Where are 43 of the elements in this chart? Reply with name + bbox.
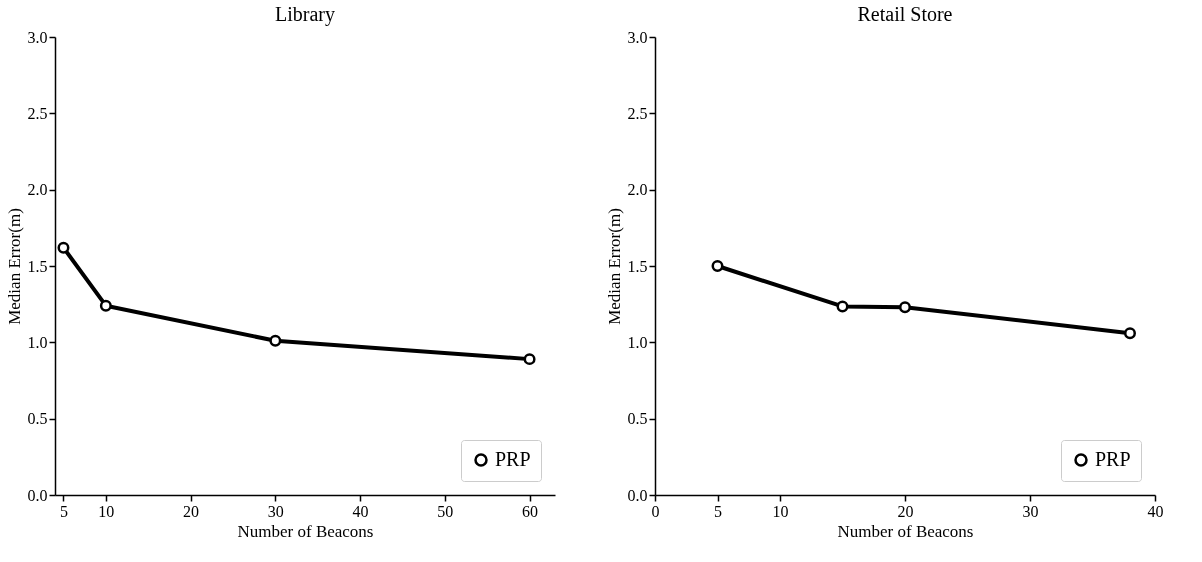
x-tick-label: 40	[352, 502, 369, 520]
point	[269, 334, 282, 347]
point	[711, 260, 724, 272]
y-tick-label: 1.0	[627, 333, 648, 351]
x-tick-label: 60	[522, 502, 539, 520]
chart-title: Library	[275, 3, 335, 26]
y-tick-label: 1.5	[627, 257, 648, 275]
point	[899, 301, 911, 314]
y-axis-title: Median Error(m)	[604, 208, 624, 325]
x-tick-label: 5	[59, 502, 68, 520]
x-axis-title: Number of Beacons	[837, 521, 974, 541]
y-tick-label: 1.5	[27, 257, 48, 275]
x-axis-title: Number of Beacons	[237, 521, 374, 541]
y-tick-label: 2.5	[627, 104, 648, 122]
legend-label: PRP	[1095, 448, 1131, 470]
x-tick-label: 40	[1147, 502, 1164, 520]
point	[1124, 327, 1136, 340]
x-tick-label: 20	[183, 502, 200, 520]
x-tick-label: 30	[267, 502, 284, 520]
legend-label: PRP	[495, 448, 531, 470]
x-tick-label: 20	[897, 502, 914, 520]
x-tick-label: 5	[714, 502, 722, 520]
y-tick-label: 2.0	[627, 181, 648, 199]
y-tick-label: 0.5	[27, 410, 48, 428]
x-tick-label: 10	[772, 502, 789, 520]
y-tick-label: 3.0	[27, 28, 48, 46]
x-tick-label: 50	[437, 502, 454, 520]
point	[57, 241, 70, 254]
y-tick-label: 0.0	[627, 486, 648, 504]
chart-title: Retail Store	[857, 3, 953, 25]
y-tick-label: 0.5	[627, 410, 648, 428]
y-tick-label: 1.0	[27, 333, 48, 351]
y-tick-label: 0.0	[27, 486, 48, 504]
y-tick-label: 2.5	[27, 104, 48, 122]
point	[523, 353, 536, 366]
point	[836, 300, 849, 313]
point	[99, 299, 112, 312]
x-tick-label: 0	[651, 502, 660, 520]
x-tick-label: 30	[1022, 502, 1039, 520]
x-tick-label: 10	[98, 502, 115, 520]
y-tick-label: 2.0	[27, 181, 48, 199]
y-tick-label: 3.0	[627, 28, 648, 46]
y-axis-title: Median Error(m)	[4, 208, 24, 325]
